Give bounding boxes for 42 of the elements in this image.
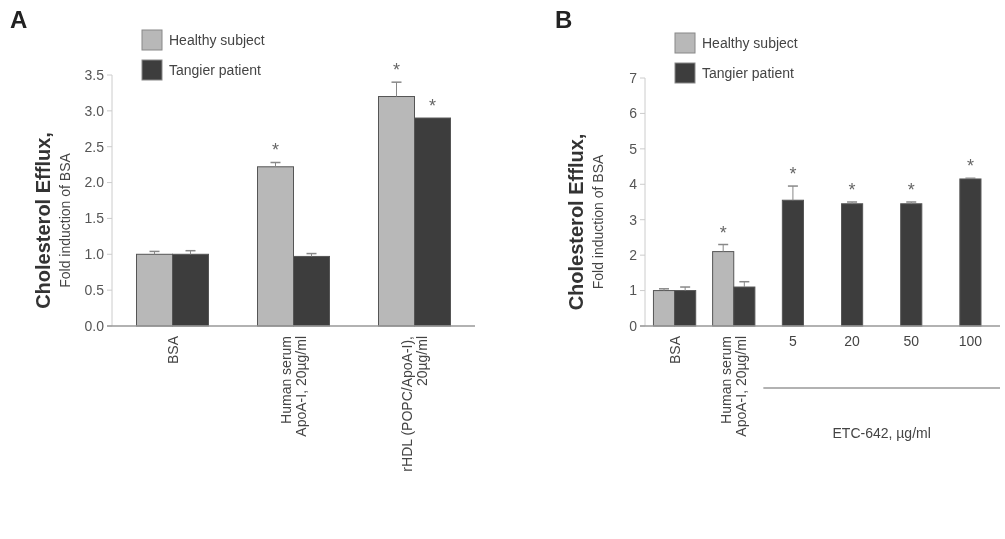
y-tick-label: 2.0 — [84, 174, 105, 191]
y-tick-label: 3.5 — [84, 66, 105, 83]
y-tick-label: 1.0 — [84, 246, 105, 263]
x-tick-label: BSA — [666, 335, 683, 365]
chart-title: B — [555, 6, 573, 33]
annotation: * — [907, 180, 915, 200]
legend-label: Healthy subject — [169, 31, 265, 48]
annotation: * — [848, 180, 856, 200]
y-tick-label: 0 — [629, 317, 638, 334]
x-tick-label: Human serum ApoA-I, 20µg/ml — [718, 336, 750, 437]
y-tick-label: 0.5 — [84, 282, 105, 299]
y-axis-title: Cholesterol Efflux, Fold induction of BSA — [565, 133, 606, 311]
y-axis-title: Cholesterol Efflux, Fold induction of BSA — [32, 132, 73, 309]
x-tick-label: Human serum ApoA-I, 20µg/ml — [278, 336, 309, 437]
annotation: * — [966, 156, 974, 177]
legend-label: Healthy subject — [702, 34, 798, 51]
legend-label: Tangier patient — [169, 61, 261, 78]
x-tick-label: 100 — [958, 333, 983, 349]
legend-label: Tangier patient — [702, 64, 794, 81]
annotation: * — [789, 164, 797, 185]
x-tick-label: 5 — [789, 333, 798, 349]
x-tick-label: BSA — [164, 335, 181, 365]
x-tick-label: 20 — [844, 333, 861, 349]
y-tick-label: 4 — [629, 176, 638, 193]
y-tick-label: 1 — [629, 282, 638, 299]
annotation: * — [392, 60, 401, 81]
x-tick-label: 50 — [903, 333, 920, 349]
y-tick-label: 1.5 — [84, 210, 105, 227]
annotation: * — [719, 222, 727, 243]
y-tick-label: 2 — [629, 247, 638, 264]
chart-title: A — [10, 6, 28, 33]
annotation: * — [428, 96, 437, 117]
annotation: * — [271, 140, 280, 161]
x-tick-label: rHDL (POPC/ApoA-I), 20µg/ml — [399, 336, 430, 472]
y-tick-label: 2.5 — [84, 138, 105, 155]
x-axis-title: ETC-642, µg/ml — [832, 425, 931, 441]
y-tick-label: 7 — [629, 69, 638, 86]
y-tick-label: 3 — [629, 211, 638, 228]
y-tick-label: 6 — [629, 105, 638, 122]
y-tick-label: 3.0 — [84, 102, 105, 119]
y-tick-label: 0.0 — [84, 317, 105, 334]
y-tick-label: 5 — [629, 140, 638, 157]
